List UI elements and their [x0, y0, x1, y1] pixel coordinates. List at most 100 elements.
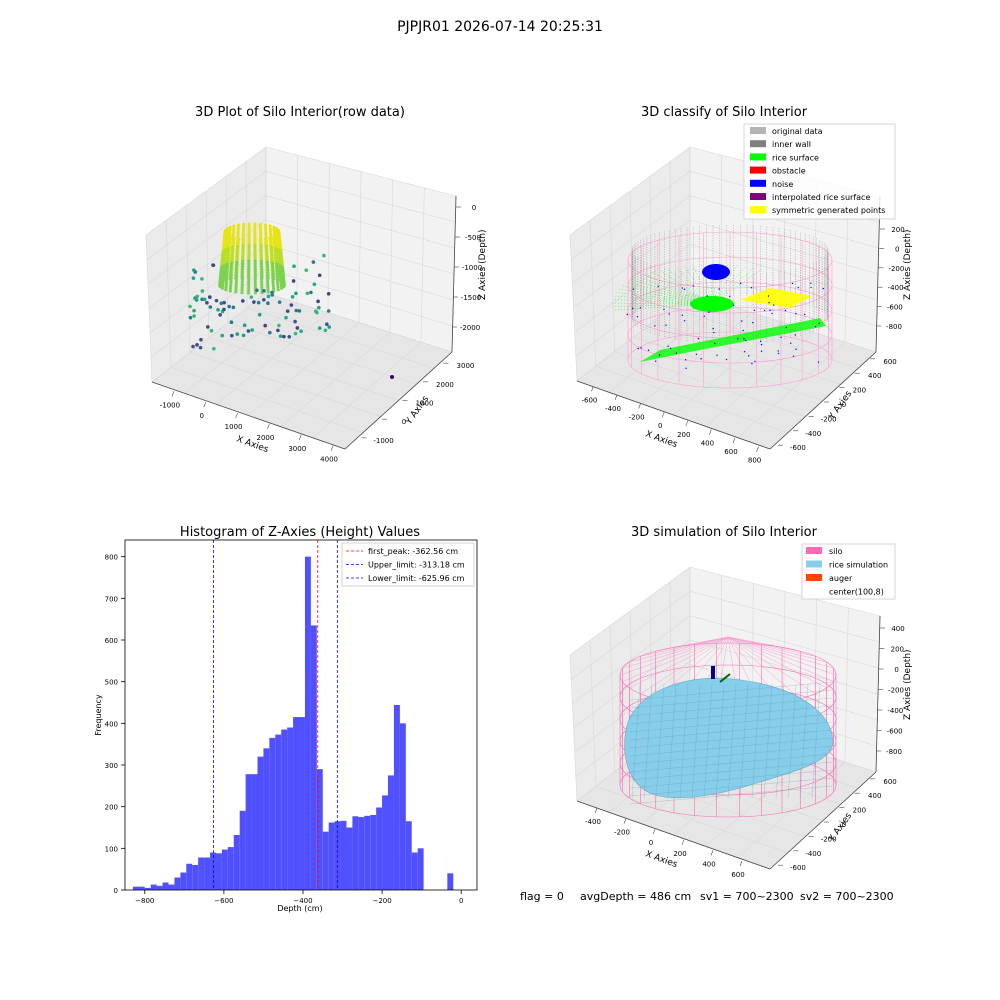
- tick-label: 400: [105, 720, 118, 728]
- data-point: [223, 256, 227, 260]
- noise-point: [737, 338, 739, 340]
- data-point: [264, 234, 268, 238]
- data-point: [292, 264, 296, 269]
- data-point: [304, 268, 309, 272]
- noise-point: [663, 308, 665, 311]
- grid-line: [146, 171, 267, 260]
- data-point: [258, 225, 263, 229]
- data-point: [236, 234, 240, 238]
- tick-label: 1000: [225, 423, 243, 431]
- data-point: [271, 286, 276, 290]
- data-point: [219, 301, 224, 306]
- data-point: [275, 270, 280, 274]
- data-point: [229, 272, 233, 276]
- data-point: [222, 307, 226, 312]
- data-point: [235, 260, 239, 264]
- silo-roof-wire: [727, 636, 801, 652]
- histogram-bar: [156, 885, 163, 890]
- data-point: [266, 287, 270, 291]
- noise-point: [684, 359, 687, 361]
- simulation-title: 3D simulation of Silo Interior: [631, 525, 818, 540]
- rice-mesh-line: [643, 683, 653, 799]
- data-point: [200, 297, 204, 302]
- noise-point: [654, 325, 656, 327]
- data-point: [278, 334, 283, 338]
- data-point: [247, 267, 251, 271]
- data-point: [253, 275, 257, 279]
- data-point: [216, 308, 220, 312]
- figure-title: PJPJR01 2026-07-14 20:25:31: [397, 19, 603, 35]
- noise-point: [797, 286, 799, 289]
- tick-label: -200: [888, 687, 904, 695]
- silo-roof-wire: [727, 636, 834, 682]
- tick-mark: [298, 434, 302, 440]
- data-point: [253, 251, 257, 255]
- data-point: [240, 259, 245, 264]
- data-point: [274, 249, 278, 253]
- histogram-bar: [310, 625, 317, 890]
- tick-label: 200: [677, 431, 690, 439]
- data-point: [222, 261, 226, 265]
- tick-mark: [681, 839, 685, 845]
- y-axis-line: [344, 351, 453, 450]
- data-point: [247, 262, 251, 266]
- panel-classify-title: 3D classify of Silo Interior: [641, 105, 808, 120]
- noise-point: [777, 352, 780, 355]
- noise-point: [712, 327, 714, 330]
- center-marker: [711, 666, 715, 679]
- noise-point: [713, 331, 715, 334]
- data-point: [224, 245, 228, 249]
- noise-point: [683, 288, 686, 291]
- x-axis-line: [576, 380, 771, 450]
- tick-label: −600: [214, 897, 233, 905]
- data-point: [234, 279, 238, 283]
- data-point: [272, 233, 277, 237]
- data-point: [273, 236, 277, 240]
- simulation-legend: silo rice simulation auger center(100,8): [806, 547, 888, 597]
- data-point: [236, 236, 240, 240]
- noise-point: [804, 313, 806, 316]
- classify-legend-box: [743, 123, 896, 220]
- histogram-title: Histogram of Z-Axies (Height) Values: [180, 525, 420, 540]
- data-point: [279, 286, 284, 290]
- data-point: [271, 284, 275, 288]
- data-point: [284, 315, 288, 320]
- tick-mark: [710, 850, 714, 856]
- legend-swatch: [750, 166, 766, 174]
- data-point: [225, 265, 229, 269]
- tick-label: 400: [868, 792, 881, 800]
- tick-label: 2000: [257, 434, 275, 442]
- rice-surface-line: [632, 279, 713, 305]
- noise-point: [697, 337, 700, 340]
- data-point: [242, 323, 247, 328]
- histogram-xlabel: Depth (cm): [277, 904, 322, 913]
- data-point: [231, 243, 235, 247]
- data-point: [276, 282, 280, 287]
- noise-point: [792, 355, 795, 357]
- noise-point: [810, 282, 812, 284]
- tick-label: 600: [724, 448, 737, 456]
- data-point: [269, 232, 273, 236]
- data-point: [229, 284, 233, 288]
- data-point: [229, 264, 233, 268]
- rice-surface-line: [614, 295, 713, 305]
- noise-point: [692, 285, 694, 287]
- data-point: [323, 328, 328, 333]
- rice-surface-line: [692, 264, 713, 305]
- simulation-3d-xticks: -400 -200 0 200 400 600: [585, 807, 745, 879]
- data-point: [317, 273, 322, 278]
- data-point: [270, 293, 275, 297]
- data-point: [231, 235, 235, 239]
- tick-label: 0: [472, 204, 476, 212]
- data-point: [264, 244, 269, 248]
- legend-swatch: [750, 193, 766, 200]
- tick-label: -400: [585, 818, 601, 826]
- data-point: [290, 295, 295, 299]
- data-point: [240, 267, 244, 272]
- noise-point: [780, 336, 782, 339]
- noise-point: [632, 307, 634, 310]
- data-point: [230, 245, 235, 249]
- rice-mesh-line: [775, 683, 785, 799]
- data-point: [274, 257, 279, 261]
- histogram-bar: [192, 865, 199, 890]
